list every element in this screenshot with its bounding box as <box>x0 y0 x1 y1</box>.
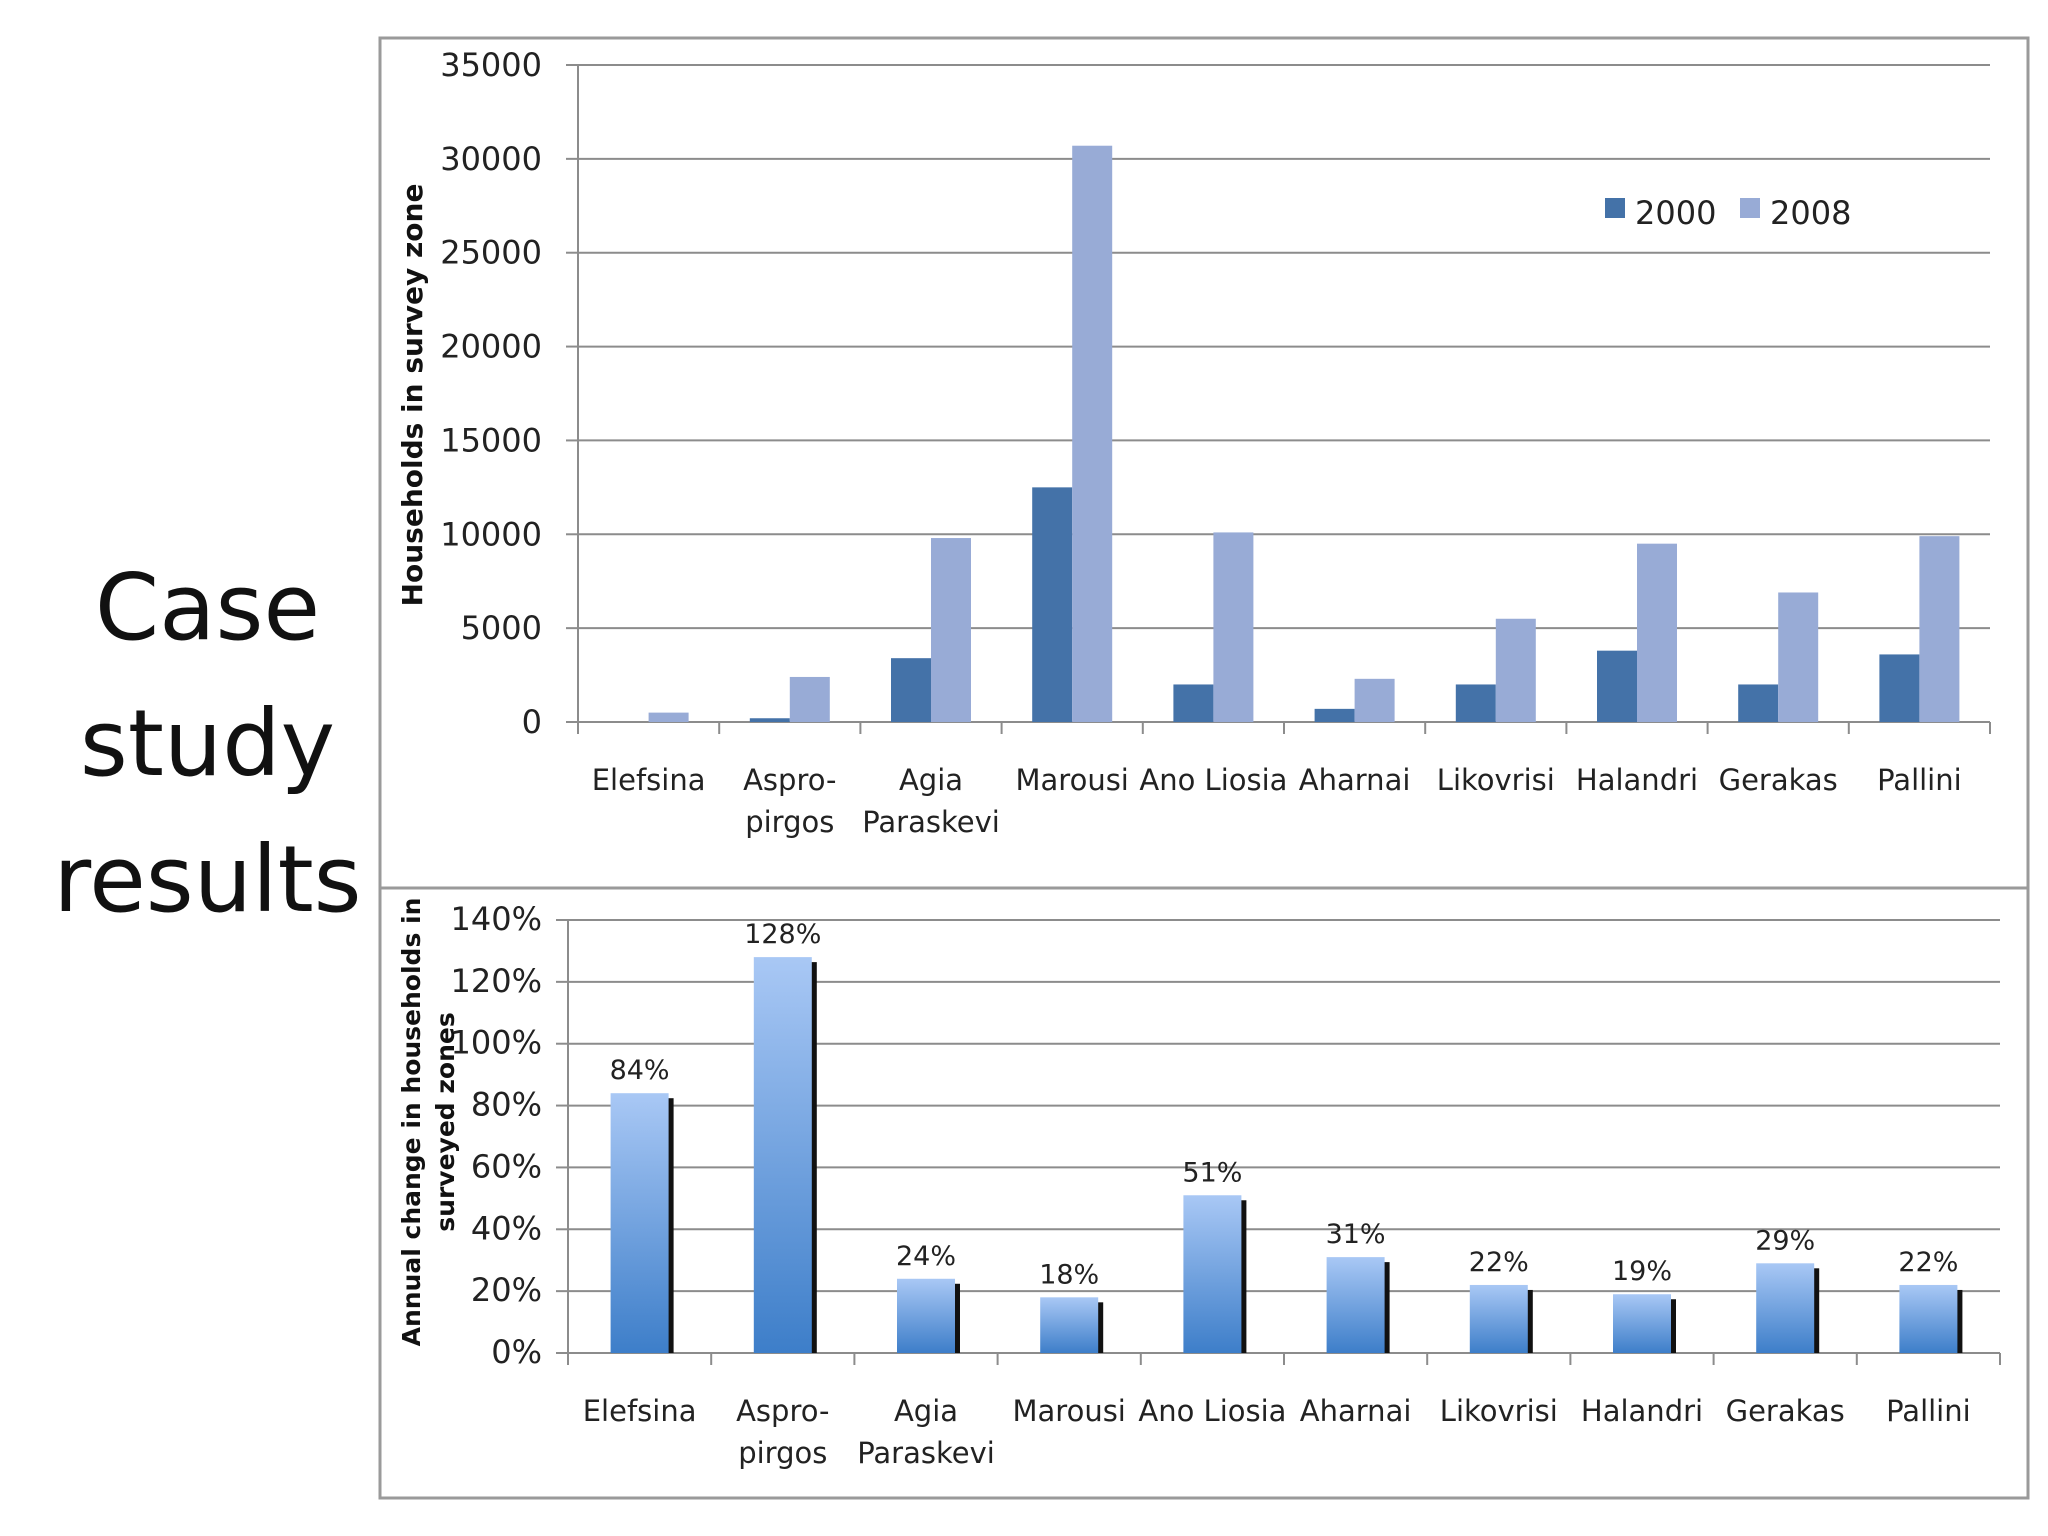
x-tick-label: Agia Paraskevi <box>857 1394 995 1470</box>
bar-2008 <box>1495 618 1536 722</box>
bar <box>1469 1284 1528 1353</box>
y-tick-label: 35000 <box>440 46 542 84</box>
bar-2008 <box>931 538 971 722</box>
bar-2008 <box>1354 678 1395 722</box>
x-tick-label: Halandri <box>1581 1394 1703 1428</box>
x-tick-label: Pallini <box>1886 1394 1971 1428</box>
y-tick-label: 60% <box>471 1147 542 1185</box>
bar-2008 <box>1213 532 1254 722</box>
bar <box>897 1278 955 1353</box>
bar <box>610 1093 669 1353</box>
y-tick-label: 5000 <box>461 609 542 647</box>
annual-change-chart: 0% 20% 40% 60% 80% 100% 120% 140% 84% 128% 24% 18% 5… <box>378 886 2030 1500</box>
x-tick-label: Gerakas <box>1719 763 1838 797</box>
x-tick-label: Gerakas <box>1726 1394 1845 1428</box>
y-tick-label: 40% <box>471 1209 542 1247</box>
y-tick-label: 20% <box>471 1271 542 1309</box>
data-label: 128% <box>744 919 821 950</box>
y-tick-label: 25000 <box>440 234 542 272</box>
bar-2000 <box>1597 650 1637 722</box>
bar-2008 <box>1778 592 1819 722</box>
data-label: 22% <box>1469 1247 1529 1278</box>
bar <box>1899 1284 1958 1353</box>
bar-2008 <box>1072 145 1113 722</box>
bar-2008 <box>1919 536 1960 722</box>
bar-2000 <box>1032 487 1073 722</box>
bar-2000 <box>1879 654 1920 722</box>
bar-2000 <box>1738 684 1779 722</box>
x-tick-label: Marousi <box>1016 763 1129 797</box>
x-tick-label: Pallini <box>1877 763 1962 797</box>
data-label: 29% <box>1755 1225 1815 1256</box>
data-label: 24% <box>896 1241 956 1272</box>
y-tick-label: 140% <box>451 900 542 938</box>
data-label: 19% <box>1612 1256 1672 1287</box>
y-tick-label: 0% <box>491 1333 542 1371</box>
bar-2000 <box>891 658 931 722</box>
y-tick-label: 10000 <box>440 515 542 553</box>
bar <box>1613 1294 1671 1353</box>
bar-2008 <box>648 712 689 722</box>
y-tick-label: 120% <box>451 962 542 1000</box>
bar <box>1183 1195 1242 1353</box>
slide-title-line: study <box>79 690 336 797</box>
legend-label: 2008 <box>1770 194 1851 232</box>
x-tick-label: Marousi <box>1013 1394 1126 1428</box>
y-tick-label: 100% <box>451 1024 542 1062</box>
y-tick-label: 80% <box>471 1086 542 1124</box>
bar <box>753 957 812 1353</box>
slide-title-line: results <box>53 826 362 933</box>
x-tick-label: Halandri <box>1576 763 1698 797</box>
x-tick-label: Aharnai <box>1300 1394 1412 1428</box>
y-tick-label: 20000 <box>440 328 542 366</box>
y-tick-label: 0 <box>522 703 542 741</box>
bar-2000 <box>1173 684 1214 722</box>
x-tick-label: Aspro-pirgos <box>736 1394 829 1470</box>
bar-2000 <box>1455 684 1496 722</box>
bar-2008 <box>789 676 830 722</box>
y-axis-title: Households in survey zone <box>396 184 429 607</box>
legend-label: 2000 <box>1635 194 1716 232</box>
x-tick-label: Elefsina <box>583 1394 697 1428</box>
chart-frame <box>378 36 2030 890</box>
chart-frame <box>378 886 2030 1500</box>
x-tick-label: Ano Liosia <box>1139 763 1287 797</box>
bar <box>1756 1263 1815 1353</box>
data-label: 18% <box>1039 1259 1099 1290</box>
x-tick-label: Aharnai <box>1299 763 1411 797</box>
slide-title-line: Case <box>94 554 321 661</box>
y-tick-label: 30000 <box>440 140 542 178</box>
x-tick-label: Aspro-pirgos <box>743 763 836 839</box>
x-tick-label: Ano Liosia <box>1138 1394 1286 1428</box>
data-label: 31% <box>1326 1219 1386 1250</box>
x-tick-label: Agia Paraskevi <box>862 763 1000 839</box>
x-tick-label: Likovrisi <box>1437 763 1555 797</box>
bar-2000 <box>749 718 790 722</box>
bar-2008 <box>1637 543 1677 722</box>
legend-swatch <box>1740 198 1760 218</box>
x-tick-label: Elefsina <box>592 763 706 797</box>
bar <box>1040 1297 1099 1353</box>
bar-2000 <box>1314 708 1355 722</box>
legend-swatch <box>1605 198 1625 218</box>
households-chart: 0 5000 10000 15000 20000 25000 30000 35000 Elefs… <box>378 36 2030 890</box>
bar <box>1326 1257 1385 1353</box>
data-label: 84% <box>610 1055 670 1086</box>
data-label: 51% <box>1182 1157 1242 1188</box>
x-tick-label: Likovrisi <box>1440 1394 1558 1428</box>
slide-title: Case study results <box>30 540 385 948</box>
data-label: 22% <box>1898 1247 1958 1278</box>
y-axis-title: Annual change in households in surveyed z… <box>397 898 460 1347</box>
y-tick-label: 15000 <box>440 421 542 459</box>
